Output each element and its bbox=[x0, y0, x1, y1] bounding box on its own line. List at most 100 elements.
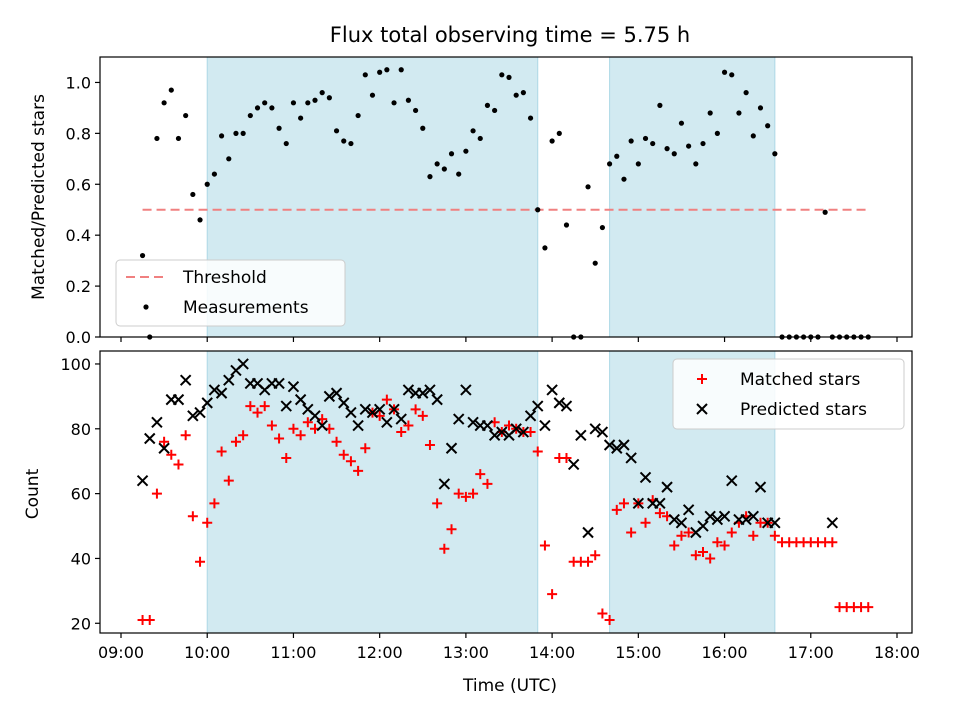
legend-predicted-label: Predicted stars bbox=[740, 400, 867, 420]
measurement-point bbox=[233, 130, 239, 136]
predicted-star-point bbox=[618, 439, 630, 451]
matched-star-point bbox=[381, 394, 392, 405]
predicted-star-point bbox=[661, 481, 673, 493]
predicted-star-point bbox=[754, 481, 767, 493]
matched-star-point bbox=[266, 420, 277, 431]
matched-star-point bbox=[259, 401, 270, 412]
matched-star-point bbox=[338, 449, 349, 460]
measurement-point bbox=[492, 107, 498, 114]
matched-star-point bbox=[525, 427, 536, 438]
measurement-point bbox=[635, 161, 641, 167]
predicted-star-point bbox=[668, 513, 680, 526]
legend-measurement-swatch bbox=[143, 304, 149, 310]
measurement-point bbox=[312, 97, 318, 103]
predicted-star-point bbox=[452, 413, 465, 425]
measurement-point bbox=[499, 72, 505, 78]
measurement-point bbox=[398, 67, 404, 73]
legend-threshold-label: Threshold bbox=[182, 268, 267, 288]
matched-star-point bbox=[698, 546, 708, 557]
predicted-star-point bbox=[611, 442, 623, 454]
matched-star-point bbox=[173, 459, 184, 470]
measurement-point bbox=[168, 87, 174, 93]
measurement-point bbox=[139, 252, 146, 259]
measurement-point bbox=[678, 120, 685, 126]
measurement-point bbox=[599, 224, 606, 231]
measurement-point bbox=[757, 105, 764, 111]
matched-star-point bbox=[669, 540, 680, 551]
measurement-point bbox=[448, 151, 455, 157]
measurement-point bbox=[369, 92, 376, 98]
matched-star-point bbox=[410, 404, 421, 415]
matched-star-point bbox=[453, 488, 464, 499]
predicted-star-point bbox=[726, 474, 738, 487]
measurement-point bbox=[614, 153, 620, 159]
measurement-point bbox=[736, 110, 742, 116]
predicted-star-point bbox=[136, 474, 149, 487]
matched-star-point bbox=[719, 540, 730, 551]
matched-star-point bbox=[769, 530, 780, 541]
predicted-star-point bbox=[632, 497, 645, 510]
predicted-star-point bbox=[366, 406, 379, 419]
predicted-star-point bbox=[201, 397, 213, 409]
predicted-star-point bbox=[826, 517, 839, 529]
measurement-point bbox=[254, 105, 261, 111]
predicted-star-point bbox=[524, 410, 537, 422]
predicted-star-point bbox=[345, 406, 357, 419]
predicted-star-point bbox=[438, 478, 451, 490]
matched-star-point bbox=[539, 540, 550, 551]
measurement-point bbox=[650, 140, 656, 147]
measurement-point bbox=[506, 74, 512, 80]
predicted-star-point bbox=[194, 406, 206, 419]
measurement-point bbox=[535, 207, 541, 213]
predicted-star-point bbox=[187, 410, 199, 422]
predicted-star-point bbox=[273, 377, 285, 390]
measurement-point bbox=[283, 140, 289, 147]
matched-star-point bbox=[446, 524, 457, 535]
measurement-point bbox=[204, 181, 210, 187]
predicted-star-point bbox=[395, 413, 407, 425]
matched-star-point bbox=[417, 410, 428, 421]
predicted-star-point bbox=[589, 423, 601, 435]
measurement-point bbox=[211, 171, 218, 177]
matched-star-point bbox=[712, 537, 723, 548]
predicted-star-point bbox=[546, 384, 558, 396]
predicted-star-point bbox=[675, 517, 688, 529]
matched-star-point bbox=[295, 430, 306, 441]
predicted-star-point bbox=[215, 387, 228, 399]
measurement-point bbox=[348, 140, 354, 147]
ylabel-ratio: Matched/Predicted stars bbox=[29, 94, 49, 300]
measurement-point bbox=[606, 161, 613, 167]
measurement-point bbox=[175, 135, 182, 142]
predicted-star-point bbox=[417, 387, 429, 399]
measurement-point bbox=[563, 222, 570, 228]
bottom-panel: 20 40 60 80 100 09:00 10:00 11:00 12:00 13:00 14:0… bbox=[60, 350, 920, 662]
matched-star-point bbox=[618, 498, 629, 509]
xtick-label: 11:00 bbox=[270, 643, 316, 662]
matched-star-point bbox=[561, 452, 572, 463]
measurement-point bbox=[405, 97, 412, 103]
xtick-label: 10:00 bbox=[184, 643, 230, 662]
predicted-star-point bbox=[431, 393, 443, 406]
measurement-point bbox=[750, 133, 756, 139]
measurement-point bbox=[190, 191, 196, 198]
matched-star-point bbox=[281, 452, 292, 463]
predicted-star-point bbox=[158, 442, 170, 454]
matched-star-point bbox=[439, 543, 450, 554]
measurement-point bbox=[477, 135, 483, 142]
measurement-point bbox=[333, 128, 340, 134]
axes-frame bbox=[99, 350, 913, 634]
ytick-label: 100 bbox=[60, 355, 91, 374]
measurement-point bbox=[384, 67, 390, 73]
predicted-star-point bbox=[287, 380, 300, 393]
predicted-star-point bbox=[769, 517, 781, 529]
measurement-point bbox=[628, 138, 634, 144]
predicted-star-point bbox=[359, 403, 372, 416]
predicted-star-point bbox=[338, 397, 350, 409]
measurement-point bbox=[642, 135, 649, 142]
matched-star-point bbox=[690, 550, 701, 561]
predicted-star-point bbox=[553, 397, 566, 409]
matched-star-point bbox=[252, 407, 263, 418]
measurement-point bbox=[420, 125, 426, 131]
matched-star-point bbox=[180, 430, 191, 441]
measurement-point bbox=[463, 148, 469, 154]
